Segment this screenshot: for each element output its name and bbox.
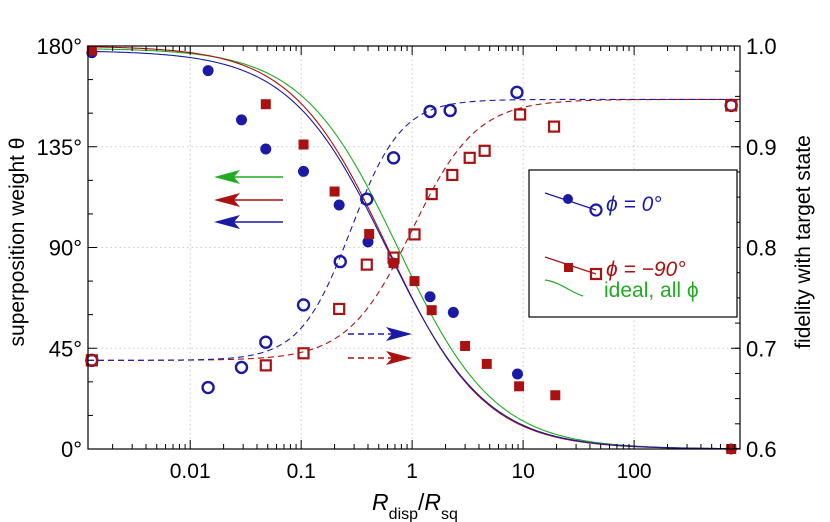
fidelity_phi90_data-point (259, 359, 272, 372)
fidelity_phi90_data-point (547, 120, 561, 133)
legend-marker-phi0-open (589, 203, 603, 217)
legend-entry-ideal: ideal, all ϕ (544, 279, 699, 302)
legend-marker-phi0-filled (563, 194, 573, 204)
fidelity_phi0_data-point (510, 85, 524, 100)
legend-box (528, 169, 738, 318)
data-points (85, 45, 738, 455)
fidelity_phi90_data-point (725, 99, 738, 112)
fidelity_phi0_data-point (234, 360, 249, 375)
theta_phi90_data-point (86, 45, 97, 56)
theta_phi90_data-point (329, 186, 340, 197)
right-axis-arrow-head (386, 327, 412, 341)
theta_phi90_data-point (550, 390, 561, 401)
x-tick-label: 1 (406, 460, 418, 483)
fidelity_phi90_data-point (387, 251, 400, 264)
y-axis-label-right: fidelity with target state (792, 135, 815, 349)
theta_phi90_data-point (298, 139, 309, 150)
x-axis-label-sub1: disp (389, 506, 418, 522)
legend-line-ideal (544, 279, 584, 297)
x-tick-label: 10 (511, 460, 534, 483)
left-axis-arrow-head (214, 215, 240, 229)
legend-label-ideal: ideal, all ϕ (604, 279, 699, 302)
fidelity_phi90_data-point (408, 228, 421, 241)
theta_phi90_data-point (514, 381, 525, 392)
right-axis-arrow-head (386, 351, 412, 365)
x-axis-label-slash: / (418, 489, 425, 515)
fidelity_phi0_data-point (333, 254, 347, 269)
fidelity_phi0_data-point (443, 103, 457, 118)
x-axis-label-r2: R (424, 489, 441, 515)
theta_phi0_data-point (298, 165, 310, 177)
fidelity_phi90_data-point (297, 347, 310, 360)
theta_phi0_data-point (447, 306, 459, 318)
theta_phi90_data-point (426, 305, 437, 316)
theta_phi90_data-point (409, 276, 420, 287)
fidelity_phi0_data-point (201, 380, 215, 395)
legend-entry-phi90: ϕ = −90° (544, 256, 686, 281)
fidelity_phi90_data-point (463, 151, 476, 164)
x-axis-label-r1: R (372, 489, 389, 515)
theta_phi0_data-point (424, 291, 436, 303)
fidelity_phi90_data-point (333, 302, 346, 316)
y-left-tick-label: 45° (49, 336, 82, 361)
legend-marker-phi90-filled (564, 263, 573, 272)
legend-label-phi90: ϕ = −90° (606, 258, 686, 281)
left-axis-arrow-head (214, 193, 240, 207)
fidelity_phi0_data-point (724, 98, 738, 113)
y-right-tick-label: 0.6 (746, 437, 777, 462)
fidelity_phi90_data-point (446, 168, 459, 182)
x-tick-label: 100 (617, 460, 652, 483)
theta_phi90_data-point (481, 358, 492, 369)
legend-label-phi0: ϕ = 0° (606, 193, 662, 216)
y-right-tick-label: 0.9 (746, 135, 777, 160)
fidelity_phi90_data-point (478, 144, 491, 157)
y-right-tick-label: 0.7 (746, 336, 777, 361)
fidelity_phi0_data-point (296, 298, 311, 312)
legend-entry-phi0: ϕ = 0° (544, 192, 662, 217)
theta_phi90_data-point (260, 99, 271, 110)
x-tick-label: 0.01 (170, 460, 211, 483)
y-left-tick-label: 180° (36, 34, 82, 59)
fidelity_phi0_data-point (386, 151, 401, 165)
fidelity_phi0_data-point (259, 335, 273, 349)
legend: ϕ = 0° ϕ = −90° ideal, all ϕ (528, 169, 738, 318)
y-right-tick-label: 0.8 (746, 236, 777, 261)
plot-frame (87, 45, 741, 450)
theta_phi0_data-point (512, 368, 524, 380)
fidelity-curve-phi0 (88, 98, 740, 361)
fidelity_phi90_data-point (425, 188, 438, 201)
fidelity_phi0_data-point (360, 192, 374, 206)
left-axis-arrow-head (214, 170, 240, 184)
fidelity_phi90_data-point (514, 108, 527, 121)
x-axis-label-sub2: sq (441, 506, 458, 522)
y-right-tick-label: 1.0 (746, 34, 777, 59)
y-axis-label-left: superposition weight θ (6, 138, 29, 347)
fidelity_phi0_data-point (423, 104, 437, 119)
theta_phi90_data-point (364, 229, 375, 240)
theta_phi0_data-point (236, 114, 248, 126)
axis-indicator-arrows (214, 170, 412, 365)
y-left-tick-label: 0° (61, 437, 82, 462)
theta-curve-phi0 (87, 50, 741, 450)
theta_phi90_data-point (460, 341, 471, 352)
x-axis-label: Rdisp/Rsq (372, 489, 458, 522)
legend-marker-phi90-open (589, 267, 603, 281)
fidelity_phi90_data-point (360, 258, 373, 271)
theta_phi0_data-point (362, 236, 374, 248)
fidelity_phi90_data-point (85, 354, 98, 367)
theta_phi0_data-point (202, 65, 214, 77)
x-tick-label: 0.1 (287, 460, 316, 483)
theta_phi0_data-point (333, 199, 345, 211)
y-left-tick-label: 135° (36, 135, 82, 160)
theta_phi0_data-point (260, 143, 272, 155)
y-left-tick-label: 90° (49, 236, 82, 261)
